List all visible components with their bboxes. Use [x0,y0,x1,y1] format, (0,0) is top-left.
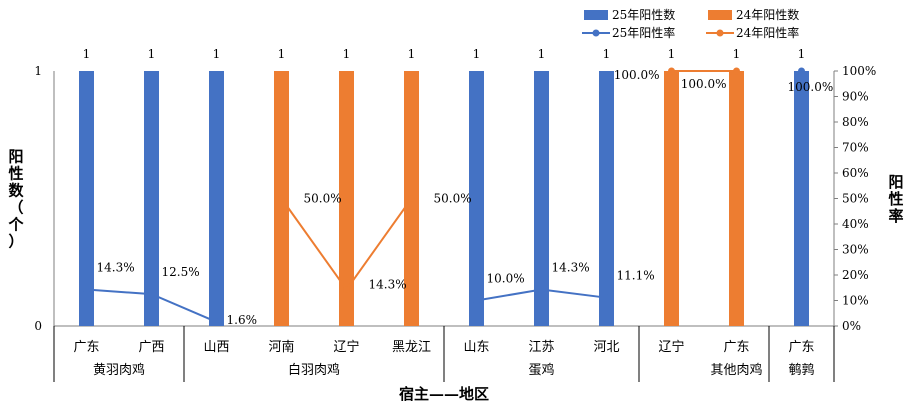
rate24-point [343,286,350,294]
rate-label: 100.0% [614,68,660,82]
bar-25 [534,71,549,326]
category-label: 广东 [788,340,814,355]
category-label: 山东 [463,340,489,355]
category-label: 广东 [723,340,749,355]
group-label: 其他肉鸡 [710,362,762,378]
category-label: 辽宁 [658,339,684,355]
bar-value-label: 1 [603,47,611,61]
bar-value-label: 1 [343,47,351,61]
category-label: 黑龙江 [392,340,431,355]
rate-label: 11.1% [617,269,655,283]
right-tick-label: 60% [842,166,869,180]
rate24-point [408,195,415,202]
left-tick-label: 0 [34,319,42,333]
legend-label-bar25: 25年阳性数 [612,7,675,22]
category-label: 广西 [138,340,164,355]
rate-label: 14.3% [552,261,590,275]
bar-24 [664,71,679,326]
bar-25 [469,71,484,326]
right-tick-label: 80% [842,115,869,129]
rate-label: 14.3% [369,278,407,292]
legend-swatch-bar24 [708,10,732,20]
left-axis-title: 阳性数（个） [7,147,24,250]
bar-value-label: 1 [213,47,221,61]
bar-value-label: 1 [408,47,416,61]
group-label: 鹌鹑 [788,362,814,378]
right-tick-label: 30% [842,243,869,257]
bar-24 [729,71,744,326]
rate-label: 12.5% [162,265,200,279]
right-tick-label: 0% [842,319,861,333]
group-label: 蛋鸡 [528,362,554,378]
category-label: 山西 [203,340,229,355]
bar-value-label: 1 [668,47,676,61]
rate-label: 1.6% [227,313,258,327]
rate25-point [473,297,480,304]
legend-label-line25: 25年阳性率 [612,25,675,40]
bar-value-label: 1 [538,47,546,61]
bar-value-label: 1 [798,47,806,61]
rate-label: 14.3% [97,261,135,275]
bar-value-label: 1 [148,47,156,61]
rate25-point [603,294,610,302]
legend-marker-line25 [592,29,600,37]
category-label: 广东 [73,340,99,355]
rate-label: 50.0% [434,192,472,206]
group-label: 黄羽肉鸡 [93,362,145,378]
rate25-point [538,286,545,294]
right-tick-label: 40% [842,217,869,231]
rate25-point [83,286,90,294]
legend-marker-line24 [716,29,724,37]
rate25-point [798,67,805,75]
bar-value-label: 1 [278,47,286,61]
rate-label: 10.0% [487,272,525,286]
bar-25 [79,71,94,326]
right-tick-label: 10% [842,294,869,308]
right-tick-label: 50% [842,192,869,206]
bar-25 [209,71,224,326]
bar-25 [794,71,809,326]
left-tick-label: 1 [34,64,42,78]
bar-value-label: 1 [83,47,91,61]
legend-label-line24: 24年阳性率 [736,25,799,40]
right-axis-title: 阳性率 [888,173,903,225]
right-tick-label: 100% [842,64,876,78]
bar-24 [339,71,354,326]
rate25-point [148,290,155,298]
rate-label: 50.0% [304,192,342,206]
category-label: 江苏 [528,339,554,355]
category-label: 河北 [593,340,619,355]
bar-25 [144,71,159,326]
bar-value-label: 1 [473,47,481,61]
rate24-point [278,195,285,202]
rate-label: 100.0% [681,77,727,91]
right-tick-label: 20% [842,268,869,282]
rate25-point [213,318,220,326]
rate24-point [733,67,740,75]
rate-label: 100.0% [788,80,834,94]
bar-value-label: 1 [733,47,741,61]
group-label: 白羽肉鸡 [288,362,340,378]
legend-swatch-bar25 [584,10,608,20]
right-tick-label: 70% [842,141,869,155]
legend-label-bar24: 24年阳性数 [736,7,799,22]
x-axis-title: 宿主——地区 [399,385,489,403]
category-label: 辽宁 [333,339,359,355]
rate24-point [668,67,675,75]
bar-25 [599,71,614,326]
category-label: 河南 [268,339,294,355]
right-tick-label: 90% [842,90,869,104]
